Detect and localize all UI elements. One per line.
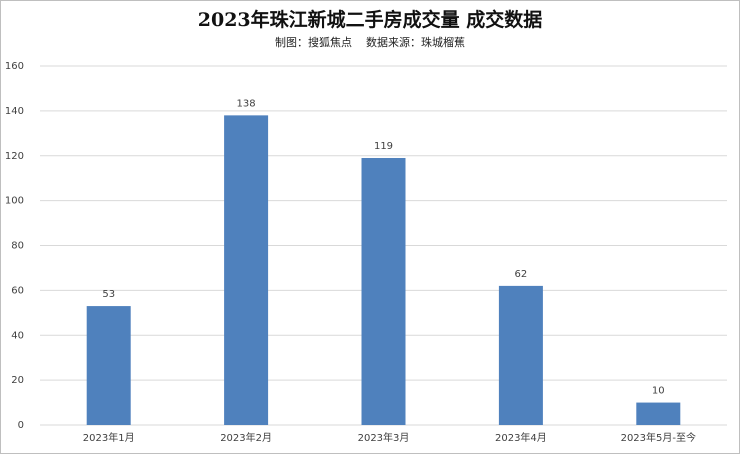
- x-tick-label: 2023年1月: [83, 431, 135, 444]
- y-tick-label: 100: [5, 196, 24, 207]
- y-tick-label: 0: [18, 420, 24, 431]
- y-tick-label: 140: [5, 106, 24, 117]
- bar: [224, 115, 269, 426]
- x-tick-label: 2023年2月: [220, 431, 272, 444]
- chart-title: 2023年珠江新城二手房成交量 成交数据: [198, 8, 543, 31]
- x-tick-label: 2023年4月: [495, 431, 547, 444]
- y-tick-label: 20: [11, 375, 24, 386]
- value-label: 10: [652, 386, 665, 397]
- value-label: 53: [102, 289, 115, 300]
- x-tick-label: 2023年3月: [358, 431, 410, 444]
- chart-subtitle: 制图：搜狐焦点 数据来源：珠城榴蕉: [275, 35, 465, 49]
- value-label: 62: [515, 269, 528, 280]
- bar: [498, 285, 543, 425]
- bar: [86, 306, 131, 425]
- value-label: 138: [237, 98, 256, 109]
- bar: [361, 157, 406, 425]
- value-label: 119: [374, 141, 393, 152]
- bar: [636, 402, 681, 425]
- y-tick-label: 120: [5, 151, 24, 162]
- y-tick-label: 160: [5, 61, 24, 72]
- y-tick-label: 60: [11, 285, 24, 296]
- x-tick-label: 2023年5月-至今: [621, 431, 696, 444]
- y-tick-label: 40: [11, 330, 24, 341]
- y-tick-label: 80: [11, 241, 24, 252]
